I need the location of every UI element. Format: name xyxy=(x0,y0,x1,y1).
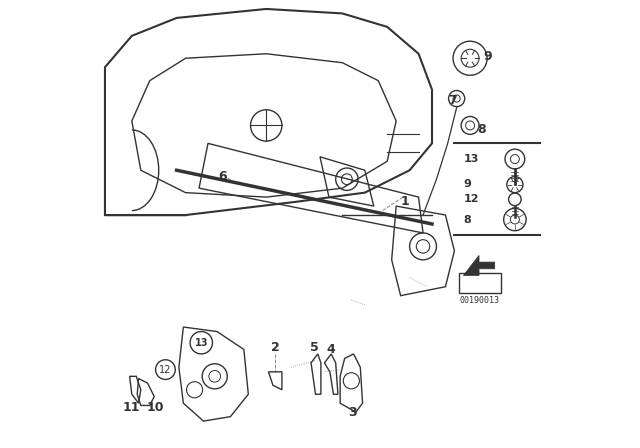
Text: 12: 12 xyxy=(159,365,172,375)
Text: 13: 13 xyxy=(463,154,479,164)
Text: 00190013: 00190013 xyxy=(459,296,499,305)
Text: 5: 5 xyxy=(310,340,319,354)
Text: 2: 2 xyxy=(271,340,280,354)
Text: 10: 10 xyxy=(147,401,164,414)
Text: 3: 3 xyxy=(348,405,356,419)
Text: 6: 6 xyxy=(218,170,227,184)
Text: 8: 8 xyxy=(463,215,471,224)
Text: 8: 8 xyxy=(477,123,486,137)
Text: 13: 13 xyxy=(195,338,208,348)
Text: 4: 4 xyxy=(326,343,335,356)
Text: 12: 12 xyxy=(463,194,479,204)
Text: 9: 9 xyxy=(484,49,492,63)
Polygon shape xyxy=(463,255,495,276)
Text: 9: 9 xyxy=(463,179,471,189)
Text: 1: 1 xyxy=(401,195,410,208)
Text: 11: 11 xyxy=(122,401,140,414)
Text: 7: 7 xyxy=(448,94,456,108)
